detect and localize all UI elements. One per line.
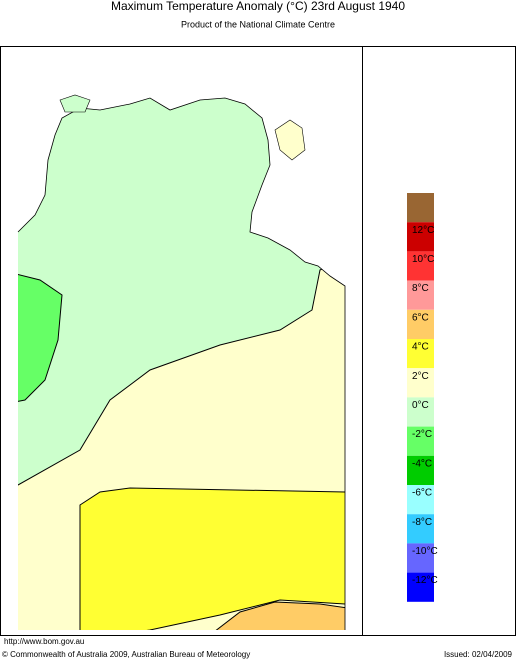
legend-swatch xyxy=(407,455,434,485)
legend-swatch xyxy=(407,222,434,252)
legend-label: 6°C xyxy=(412,312,429,323)
legend-swatch xyxy=(407,543,434,573)
coastline xyxy=(17,97,346,630)
legend-label: -2°C xyxy=(412,429,432,440)
legend-label: 2°C xyxy=(412,371,429,382)
legend-label: 0°C xyxy=(412,400,429,411)
zone-minus2 xyxy=(18,269,63,406)
legend-label: 10°C xyxy=(412,254,434,265)
legend-label: 4°C xyxy=(412,342,429,353)
title: Maximum Temperature Anomaly (°C) 23rd Au… xyxy=(111,0,405,13)
url: http://www.bom.gov.au xyxy=(4,637,84,646)
subtitle: Product of the National Climate Centre xyxy=(181,19,335,29)
legend-label: -12°C xyxy=(412,575,438,586)
legend-swatch xyxy=(407,514,434,544)
legend: 12°C 10°C 8°C 6°C 4°C 2°C 0°C -2°C -4°C -6°C -8°C -… xyxy=(407,193,438,602)
legend-swatch xyxy=(407,426,434,456)
zone-4 xyxy=(79,487,345,630)
legend-swatch xyxy=(407,572,434,602)
legend-label: 8°C xyxy=(412,283,429,294)
legend-label: -10°C xyxy=(412,546,438,557)
legend-label: -6°C xyxy=(412,488,432,499)
legend-swatch xyxy=(407,251,434,281)
island xyxy=(59,94,91,113)
legend-swatch xyxy=(407,485,434,515)
zone-6 xyxy=(208,601,345,630)
legend-label: -8°C xyxy=(412,517,432,528)
legend-swatch xyxy=(407,280,434,310)
issued: Issued: 02/04/2009 xyxy=(444,650,513,659)
legend-swatch xyxy=(407,397,434,427)
copyright: © Commonwealth of Australia 2009, Austra… xyxy=(2,650,250,659)
peninsula xyxy=(274,119,306,161)
legend-swatch xyxy=(407,368,434,398)
legend-frame xyxy=(362,46,516,636)
legend-label: -4°C xyxy=(412,458,432,469)
legend-swatch xyxy=(407,193,434,223)
legend-label: 12°C xyxy=(412,225,434,236)
legend-swatch xyxy=(407,309,434,339)
legend-swatch xyxy=(407,339,434,369)
